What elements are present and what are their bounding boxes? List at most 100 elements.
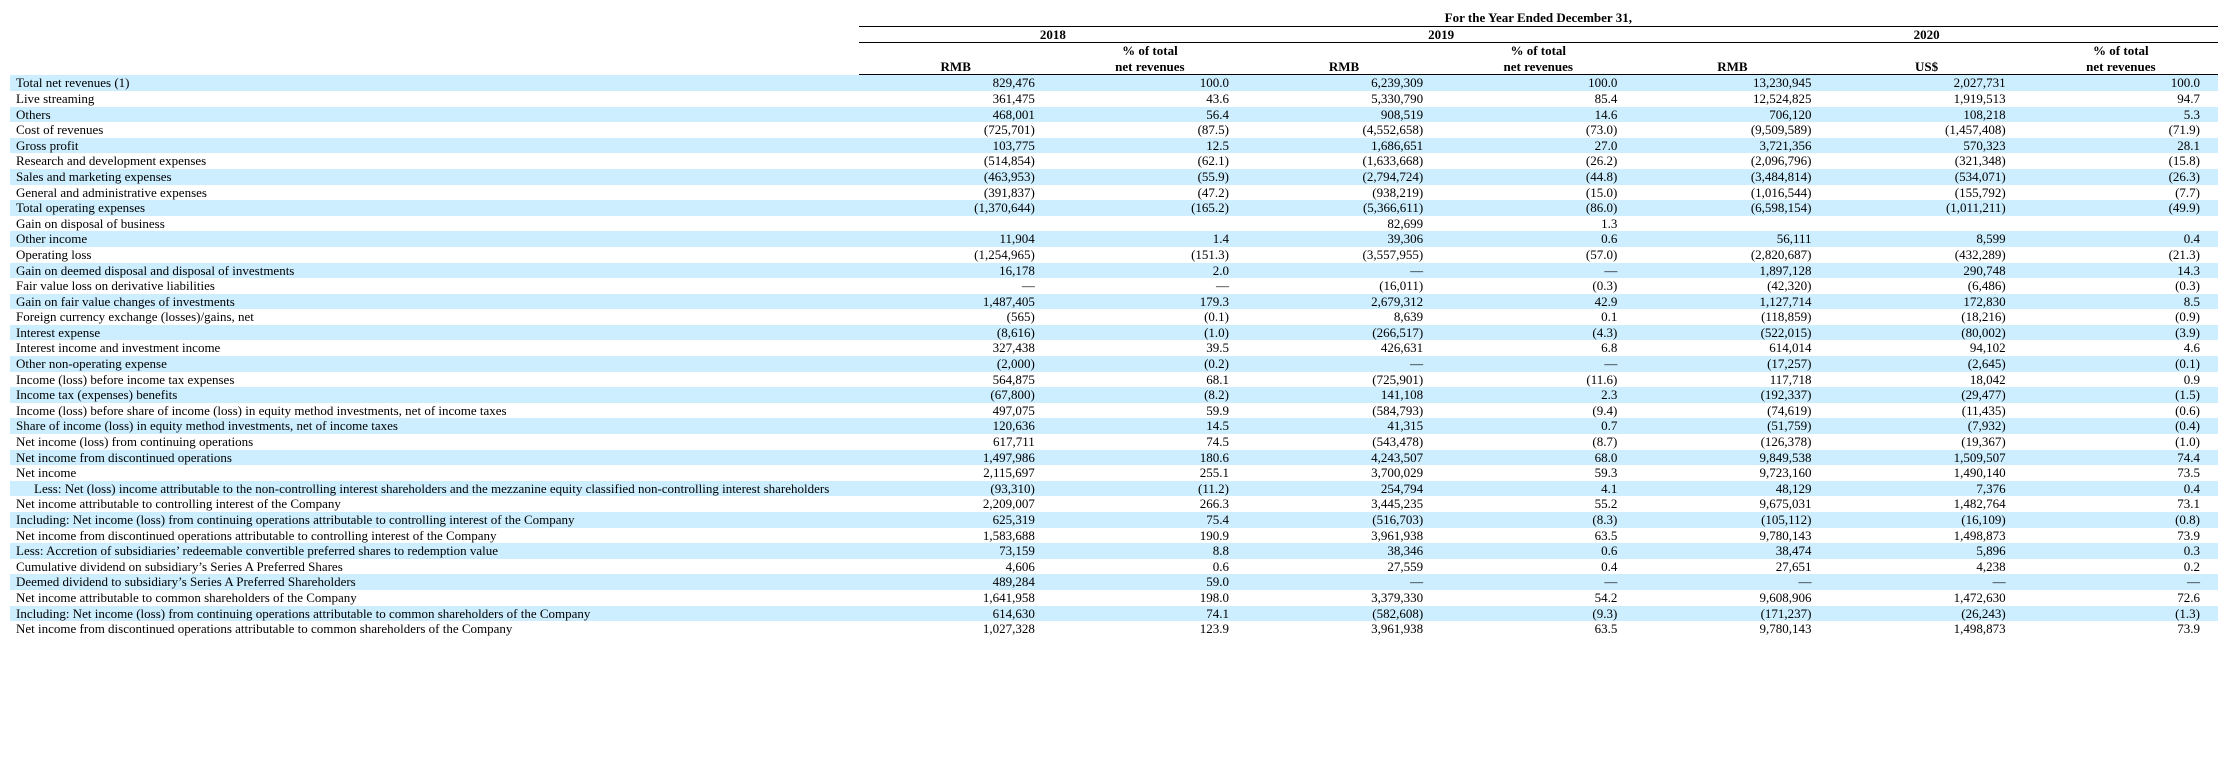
row-label: Deemed dividend to subsidiary’s Series A… [10, 574, 859, 590]
table-row: Other income11,9041.439,3060.656,1118,59… [10, 231, 2218, 247]
table-row: Foreign currency exchange (losses)/gains… [10, 309, 2218, 325]
financial-table: For the Year Ended December 31, 2018 201… [10, 10, 2218, 637]
cell-y2019_rmb: (543,478) [1247, 434, 1441, 450]
cell-y2020_pct: 72.6 [2024, 590, 2218, 606]
cell-y2019_pct: 0.4 [1441, 559, 1635, 575]
table-row: Income (loss) before income tax expenses… [10, 372, 2218, 388]
cell-y2018_pct: (47.2) [1053, 185, 1247, 201]
cell-y2018_rmb: 1,583,688 [859, 528, 1053, 544]
cell-y2020_rmb: 117,718 [1635, 372, 1829, 388]
cell-y2018_rmb: (93,310) [859, 481, 1053, 497]
cell-y2020_pct: (0.3) [2024, 278, 2218, 294]
cell-y2020_pct: (21.3) [2024, 247, 2218, 263]
cell-y2020_pct: 0.9 [2024, 372, 2218, 388]
row-label: Total net revenues (1) [10, 75, 859, 91]
row-label: Share of income (loss) in equity method … [10, 418, 859, 434]
table-row: Net income from discontinued operations … [10, 528, 2218, 544]
cell-y2020_usd: (26,243) [1830, 606, 2024, 622]
cell-y2020_rmb: 13,230,945 [1635, 75, 1829, 91]
cell-y2020_usd: 1,490,140 [1830, 465, 2024, 481]
table-row: Gain on deemed disposal and disposal of … [10, 263, 2218, 279]
cell-y2020_rmb: (1,016,544) [1635, 185, 1829, 201]
cell-y2019_rmb: (582,608) [1247, 606, 1441, 622]
cell-y2018_pct: (165.2) [1053, 200, 1247, 216]
row-label: Net income from discontinued operations … [10, 528, 859, 544]
cell-y2020_pct: 0.3 [2024, 543, 2218, 559]
cell-y2019_rmb: 3,379,330 [1247, 590, 1441, 606]
cell-y2020_pct: (7.7) [2024, 185, 2218, 201]
cell-y2019_rmb: — [1247, 356, 1441, 372]
cell-y2019_pct: 2.3 [1441, 387, 1635, 403]
cell-y2020_pct: 0.4 [2024, 481, 2218, 497]
cell-y2020_pct: 28.1 [2024, 138, 2218, 154]
cell-y2018_pct: 2.0 [1053, 263, 1247, 279]
cell-y2020_rmb [1635, 216, 1829, 232]
sub-pct-2020: % of totalnet revenues [2024, 43, 2218, 75]
table-row: Income tax (expenses) benefits(67,800)(8… [10, 387, 2218, 403]
cell-y2019_pct: 85.4 [1441, 91, 1635, 107]
cell-y2020_usd: (6,486) [1830, 278, 2024, 294]
table-row: Less: Accretion of subsidiaries’ redeema… [10, 543, 2218, 559]
cell-y2019_rmb: (1,633,668) [1247, 153, 1441, 169]
cell-y2020_pct: (0.9) [2024, 309, 2218, 325]
cell-y2020_rmb: (192,337) [1635, 387, 1829, 403]
cell-y2020_pct: 0.4 [2024, 231, 2218, 247]
cell-y2020_pct: (0.1) [2024, 356, 2218, 372]
cell-y2020_usd: 94,102 [1830, 340, 2024, 356]
header-period: For the Year Ended December 31, [859, 10, 2218, 26]
cell-y2019_pct: (9.4) [1441, 403, 1635, 419]
cell-y2018_rmb: 120,636 [859, 418, 1053, 434]
table-row: Share of income (loss) in equity method … [10, 418, 2218, 434]
cell-y2019_pct: 0.7 [1441, 418, 1635, 434]
cell-y2018_pct: 74.5 [1053, 434, 1247, 450]
cell-y2018_pct: (0.2) [1053, 356, 1247, 372]
cell-y2020_rmb: 27,651 [1635, 559, 1829, 575]
row-label: Net income attributable to common shareh… [10, 590, 859, 606]
cell-y2018_rmb: 4,606 [859, 559, 1053, 575]
cell-y2018_pct: 100.0 [1053, 75, 1247, 91]
cell-y2018_pct: (87.5) [1053, 122, 1247, 138]
header-year-2019: 2019 [1247, 26, 1635, 43]
cell-y2018_rmb: 625,319 [859, 512, 1053, 528]
row-label: Cumulative dividend on subsidiary’s Seri… [10, 559, 859, 575]
cell-y2018_pct: 14.5 [1053, 418, 1247, 434]
cell-y2020_rmb: (171,237) [1635, 606, 1829, 622]
table-row: Interest income and investment income327… [10, 340, 2218, 356]
cell-y2020_usd: 108,218 [1830, 107, 2024, 123]
cell-y2019_pct: (4.3) [1441, 325, 1635, 341]
cell-y2018_pct: 12.5 [1053, 138, 1247, 154]
cell-y2019_pct: 63.5 [1441, 528, 1635, 544]
cell-y2018_rmb: 617,711 [859, 434, 1053, 450]
cell-y2018_rmb: 1,641,958 [859, 590, 1053, 606]
cell-y2018_rmb: (67,800) [859, 387, 1053, 403]
cell-y2019_pct: (73.0) [1441, 122, 1635, 138]
cell-y2018_pct: 56.4 [1053, 107, 1247, 123]
cell-y2018_rmb: 614,630 [859, 606, 1053, 622]
cell-y2020_pct: 0.2 [2024, 559, 2218, 575]
cell-y2018_pct: (151.3) [1053, 247, 1247, 263]
cell-y2020_rmb: (522,015) [1635, 325, 1829, 341]
cell-y2018_rmb: (514,854) [859, 153, 1053, 169]
cell-y2018_pct: — [1053, 278, 1247, 294]
table-row: Deemed dividend to subsidiary’s Series A… [10, 574, 2218, 590]
cell-y2019_pct: 0.1 [1441, 309, 1635, 325]
cell-y2018_pct: 39.5 [1053, 340, 1247, 356]
cell-y2018_rmb: 73,159 [859, 543, 1053, 559]
sub-rmb-2020: RMB [1635, 43, 1829, 75]
cell-y2020_rmb: 9,849,538 [1635, 450, 1829, 466]
cell-y2019_pct: (8.7) [1441, 434, 1635, 450]
cell-y2020_usd: (534,071) [1830, 169, 2024, 185]
row-label: Others [10, 107, 859, 123]
row-label: General and administrative expenses [10, 185, 859, 201]
row-label: Net income from discontinued operations [10, 450, 859, 466]
row-label: Less: Accretion of subsidiaries’ redeema… [10, 543, 859, 559]
cell-y2018_pct: 68.1 [1053, 372, 1247, 388]
cell-y2018_pct: 123.9 [1053, 621, 1247, 637]
header-year-2020: 2020 [1635, 26, 2218, 43]
row-label: Gain on fair value changes of investment… [10, 294, 859, 310]
table-row: Operating loss(1,254,965)(151.3)(3,557,9… [10, 247, 2218, 263]
cell-y2019_rmb: 4,243,507 [1247, 450, 1441, 466]
table-row: Less: Net (loss) income attributable to … [10, 481, 2218, 497]
cell-y2019_rmb: 141,108 [1247, 387, 1441, 403]
cell-y2018_rmb: 497,075 [859, 403, 1053, 419]
